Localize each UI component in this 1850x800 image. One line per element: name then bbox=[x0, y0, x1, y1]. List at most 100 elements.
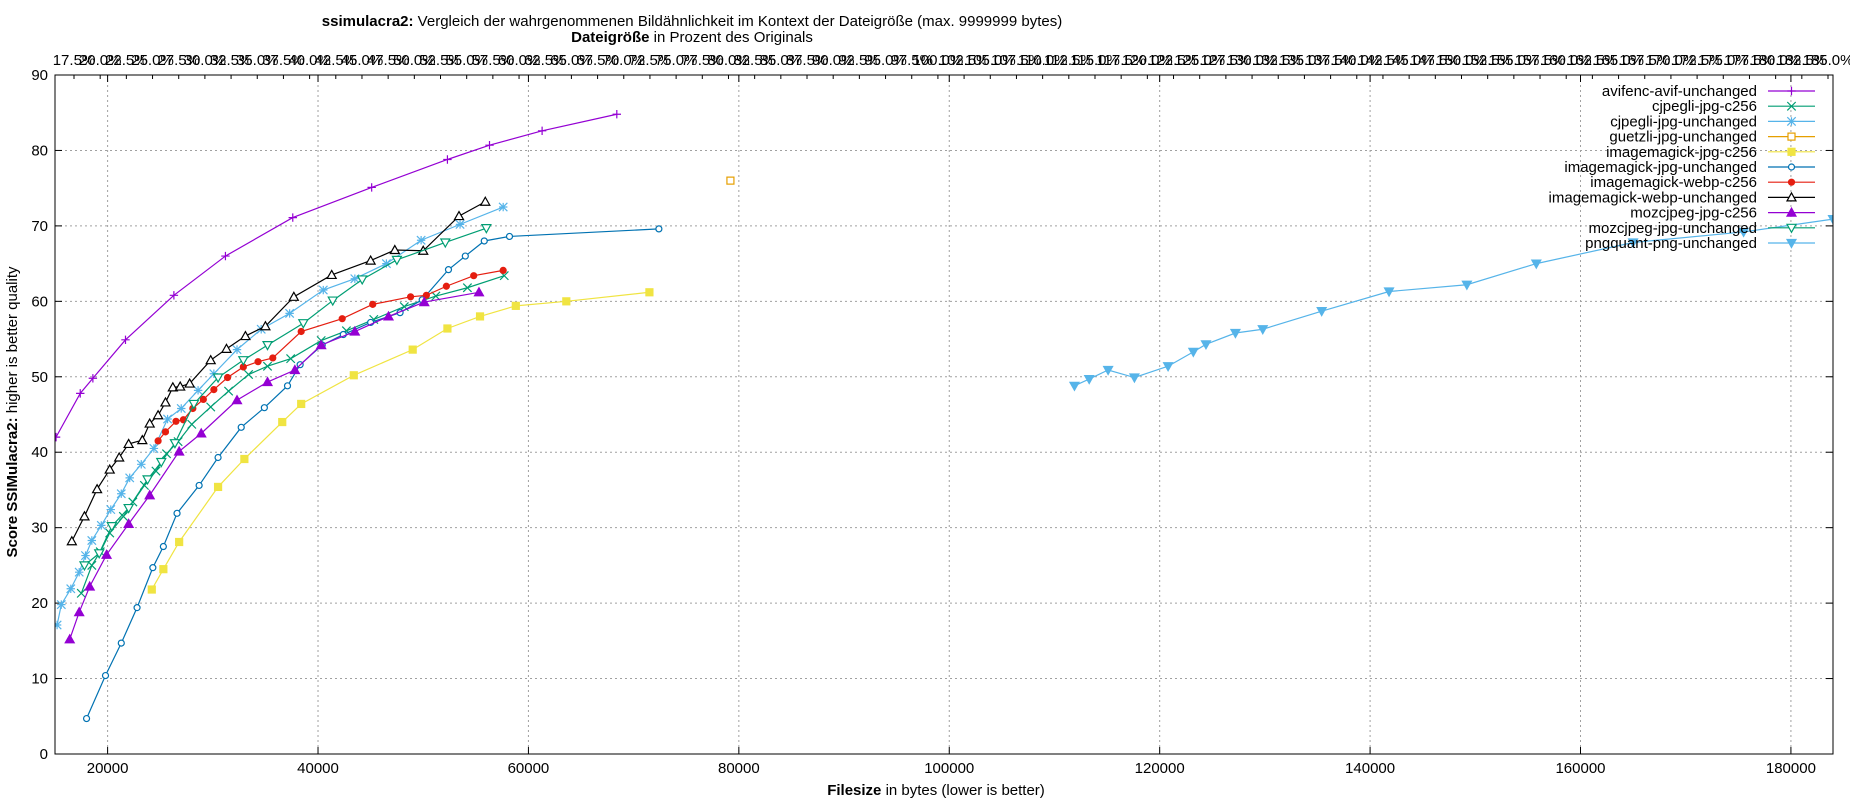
data-point bbox=[159, 396, 171, 407]
data-point bbox=[499, 266, 507, 275]
data-point bbox=[118, 511, 129, 521]
data-point bbox=[176, 403, 186, 414]
data-point bbox=[195, 427, 207, 438]
top-tick-label: 85.0% bbox=[760, 52, 803, 69]
top-tick-label: 107.5% bbox=[991, 52, 1042, 69]
y-tick-label: 10 bbox=[31, 671, 48, 688]
top-tick-label: 130.0% bbox=[1227, 52, 1278, 69]
top-tick-label: 172.5% bbox=[1672, 52, 1723, 69]
data-point bbox=[154, 437, 162, 445]
data-point bbox=[259, 320, 271, 331]
data-point bbox=[101, 671, 110, 680]
data-point bbox=[288, 291, 300, 301]
data-point bbox=[1083, 374, 1095, 385]
data-point bbox=[213, 482, 223, 492]
data-point bbox=[645, 288, 654, 297]
top-tick-label: 100.0% bbox=[912, 52, 963, 69]
series-line bbox=[69, 291, 480, 640]
data-point bbox=[243, 369, 254, 380]
data-point bbox=[318, 285, 328, 295]
data-point bbox=[223, 373, 232, 382]
top-tick-label: 140.0% bbox=[1331, 52, 1382, 69]
top-tick-label: 105.0% bbox=[965, 52, 1016, 69]
data-point bbox=[391, 255, 403, 266]
top-tick-label: 95.0% bbox=[864, 52, 907, 69]
series-guetzli-jpg-unchanged bbox=[726, 176, 735, 185]
y-tick-label: 0 bbox=[40, 746, 48, 763]
data-point bbox=[113, 451, 125, 462]
data-point bbox=[365, 254, 377, 265]
legend-label: cjpegli-jpg-unchanged bbox=[1610, 113, 1757, 130]
y-tick-label: 30 bbox=[31, 520, 48, 537]
data-point bbox=[167, 381, 179, 392]
data-point bbox=[278, 417, 287, 427]
top-tick-label: 157.5% bbox=[1515, 52, 1566, 69]
data-point bbox=[1068, 381, 1080, 392]
top-tick-label: 35.0% bbox=[236, 52, 279, 69]
top-tick-label: 20.0% bbox=[79, 52, 122, 69]
top-tick-label: 102.5% bbox=[939, 52, 990, 69]
y-tick-label: 70 bbox=[31, 218, 48, 235]
data-point bbox=[349, 325, 361, 336]
data-point bbox=[485, 140, 494, 150]
top-tick-label: 132.5% bbox=[1253, 52, 1304, 69]
data-point bbox=[338, 315, 346, 323]
legend-label: imagemagick-webp-unchanged bbox=[1549, 189, 1757, 206]
top-tick-label: 147.5% bbox=[1410, 52, 1461, 69]
data-point bbox=[80, 550, 91, 561]
legend-label: mozcjpeg-jpg-c256 bbox=[1630, 205, 1757, 222]
data-point bbox=[159, 542, 167, 551]
chart-title-bold: ssimulacra2: bbox=[322, 13, 414, 30]
x-tick-label: 40000 bbox=[297, 760, 339, 777]
data-point bbox=[416, 235, 426, 245]
data-point bbox=[220, 343, 233, 353]
y-axis-title: Score SSIMulacra2: higher is better qual… bbox=[4, 266, 21, 557]
top-tick-label: 67.5% bbox=[576, 52, 619, 69]
data-point bbox=[505, 232, 514, 241]
data-point bbox=[87, 535, 97, 546]
data-point bbox=[123, 518, 135, 528]
top-tick-label: 145.0% bbox=[1384, 52, 1435, 69]
top-tick-label: 150.0% bbox=[1436, 52, 1487, 69]
top-tick-label: 40.0% bbox=[288, 52, 331, 69]
data-point bbox=[239, 330, 251, 341]
data-point bbox=[76, 389, 85, 398]
top-tick-label: 27.5% bbox=[157, 52, 200, 69]
top-tick-label: 127.5% bbox=[1200, 52, 1251, 69]
series-cjpegli-jpg-c256 bbox=[76, 271, 509, 598]
data-point bbox=[470, 272, 478, 280]
top-tick-label: 57.5% bbox=[472, 52, 515, 69]
chart-subtitle: Dateigröße in Prozent des Originals bbox=[571, 29, 813, 46]
series-mozcjpeg-jpg-unchanged bbox=[78, 224, 492, 572]
data-point bbox=[356, 275, 368, 286]
grid bbox=[55, 75, 1833, 754]
data-point bbox=[214, 453, 222, 462]
data-point bbox=[326, 269, 338, 280]
data-point bbox=[1461, 280, 1473, 291]
top-tick-label: 165.0% bbox=[1593, 52, 1644, 69]
top-tick-label: 160.0% bbox=[1541, 52, 1592, 69]
legend-label: mozcjpeg-jpg-unchanged bbox=[1589, 220, 1757, 237]
data-point bbox=[418, 296, 430, 307]
data-point bbox=[254, 358, 262, 366]
data-point bbox=[480, 224, 492, 234]
top-tick-label: 52.5% bbox=[419, 52, 462, 69]
data-point bbox=[1257, 325, 1269, 335]
top-tick-label: 155.0% bbox=[1488, 52, 1539, 69]
data-point bbox=[349, 371, 358, 380]
data-point bbox=[461, 252, 469, 260]
data-point bbox=[562, 297, 571, 306]
top-tick-label: 162.5% bbox=[1567, 52, 1618, 69]
data-point bbox=[1229, 328, 1241, 339]
top-tick-label: 72.5% bbox=[629, 52, 672, 69]
top-tick-label: 47.5% bbox=[367, 52, 410, 69]
data-point bbox=[511, 301, 520, 310]
data-point bbox=[1627, 238, 1639, 249]
data-point bbox=[288, 213, 297, 222]
top-tick-label: 42.5% bbox=[315, 52, 358, 69]
y-tick-label: 40 bbox=[31, 444, 48, 461]
x-tick-label: 160000 bbox=[1555, 760, 1605, 777]
y-tick-label: 50 bbox=[31, 369, 48, 386]
series-line bbox=[1074, 218, 1833, 387]
top-tick-label: 97.5% bbox=[890, 52, 933, 69]
